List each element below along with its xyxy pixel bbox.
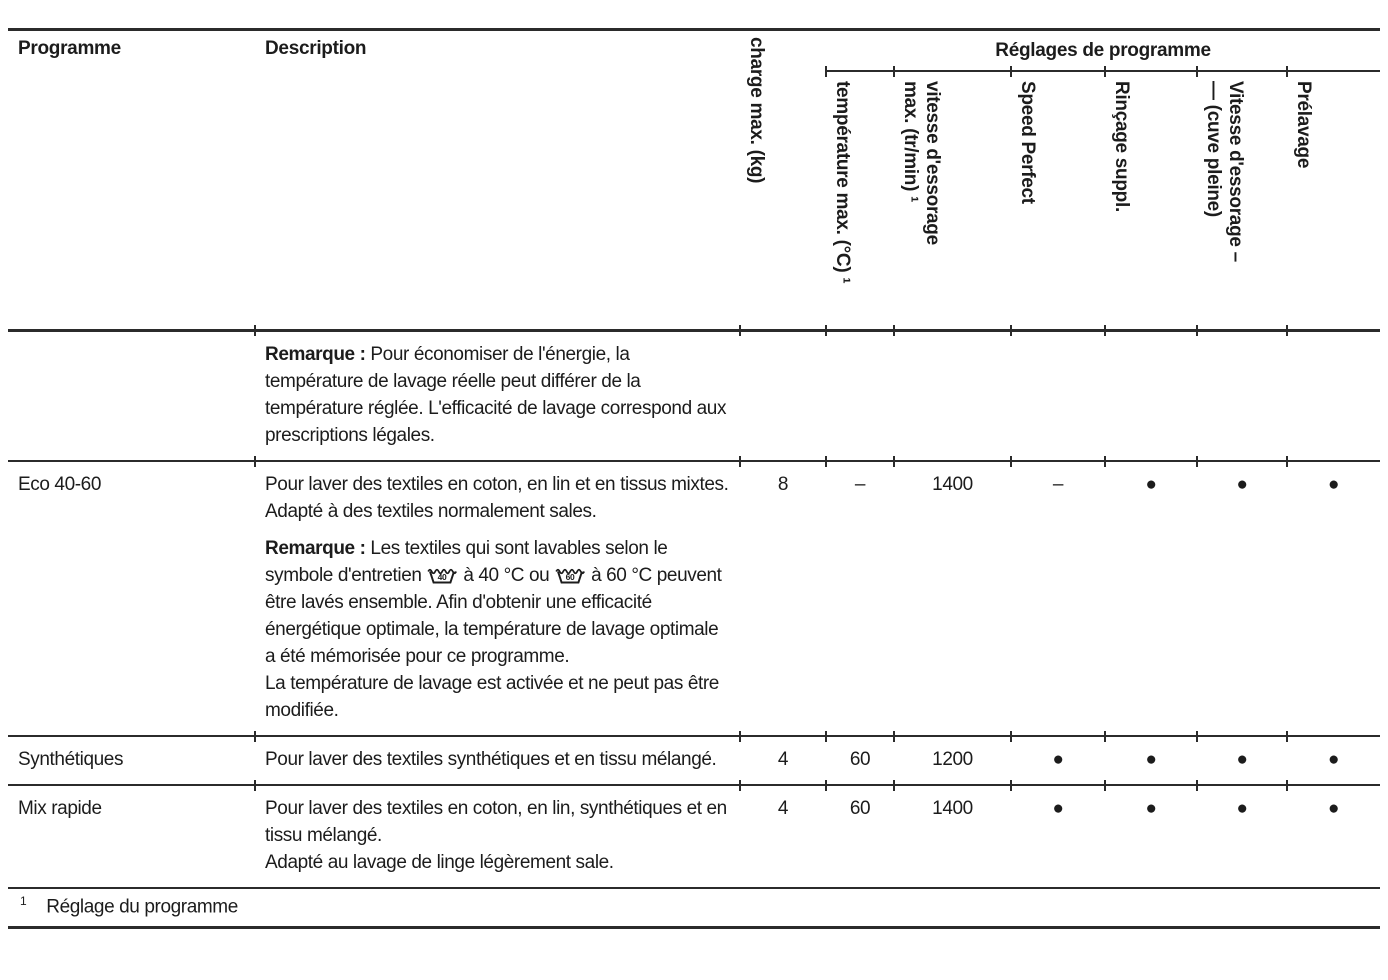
description-paragraph: Adapté à des textiles normalement sales.: [265, 501, 597, 522]
col-header-prelavage-label: Prélavage: [1293, 81, 1314, 169]
value-vitesse-essorage: [893, 323, 1011, 462]
table-header: Programme Description charge max. (kg) R…: [8, 29, 1381, 331]
value-charge-max: [739, 323, 826, 462]
remarque-label: Remarque :: [265, 538, 366, 559]
value-temperature-max: [825, 323, 894, 462]
value-cuve-pleine: ●: [1196, 455, 1287, 736]
value-prelavage: ●: [1285, 779, 1380, 888]
manual-page: Programme Description charge max. (kg) R…: [8, 28, 1381, 930]
value-speed-perfect: [1010, 323, 1105, 462]
col-header-description: Description: [265, 38, 367, 59]
remarque-text: Pour économiser de l'énergie, la tempéra…: [265, 344, 727, 446]
col-header-speed-perfect: Speed Perfect: [1010, 65, 1105, 331]
value-temperature-max: 60: [825, 779, 894, 888]
value-rincage-suppl: [1104, 323, 1197, 462]
col-header-vitesse-essorage: vitesse d'essorage max. (tr/min) ¹: [893, 65, 1011, 331]
table-row-mix-rapide: Mix rapide Pour laver des textiles en co…: [8, 779, 1381, 888]
value-vitesse-essorage: 1200: [893, 730, 1011, 785]
col-header-cuve-pleine-label: Vitesse d'essorage – — (cuve pleine): [1203, 81, 1246, 262]
col-header-rincage-suppl: Rinçage suppl.: [1104, 65, 1197, 331]
table-row-remarque: Remarque : Pour économiser de l'énergie,…: [8, 323, 1380, 462]
remarque-label: Remarque :: [265, 344, 366, 365]
col-header-cuve-pleine: Vitesse d'essorage – — (cuve pleine): [1196, 65, 1287, 331]
remarque-text-part: à 40 °C ou: [458, 565, 555, 586]
value-temperature-max: 60: [825, 730, 894, 785]
value-charge-max: 4: [739, 779, 826, 888]
remarque-text-part: à 60 °C peuvent être lavés ensemble. Afi…: [265, 565, 722, 667]
value-charge-max: 8: [739, 455, 826, 736]
description-paragraph: Remarque : Pour économiser de l'énergie,…: [265, 341, 730, 449]
value-cuve-pleine: ●: [1196, 730, 1287, 785]
description-paragraph: Remarque : Les textiles qui sont lavable…: [265, 535, 730, 670]
wash-60-care-symbol-icon: 60: [555, 568, 586, 584]
programme-cell: Eco 40-60: [18, 474, 102, 495]
program-settings-table: Programme Description charge max. (kg) R…: [8, 28, 1381, 930]
col-header-charge-max: charge max. (kg): [740, 30, 826, 331]
remarque-text-part: Les textiles qui sont lavables selon le …: [265, 538, 668, 586]
table-footer: 1 Réglage du programme: [8, 887, 1381, 928]
col-header-prelavage: Prélavage: [1285, 65, 1380, 331]
col-header-vitesse-essorage-label: vitesse d'essorage max. (tr/min) ¹: [900, 81, 943, 245]
value-vitesse-essorage: 1400: [893, 455, 1011, 736]
value-prelavage: ●: [1285, 455, 1380, 736]
description-paragraph: Pour laver des textiles synthétiques et …: [265, 749, 717, 770]
description-paragraph: Pour laver des textiles en coton, en lin…: [265, 798, 727, 846]
header-row-sub: température max. (°C) ¹ vitesse d'essora…: [8, 65, 1380, 331]
value-prelavage: [1285, 323, 1380, 462]
value-cuve-pleine: [1196, 323, 1287, 462]
value-rincage-suppl: ●: [1104, 455, 1197, 736]
value-rincage-suppl: ●: [1104, 730, 1197, 785]
table-row-eco-40-60: Eco 40-60 Pour laver des textiles en cot…: [8, 455, 1381, 736]
description-paragraph: La température de lavage est activée et …: [265, 673, 719, 721]
description-cell: Remarque : Pour économiser de l'énergie,…: [254, 323, 740, 462]
footnote-cell: 1 Réglage du programme: [8, 887, 1381, 928]
wash-symbol-temp-label: 40: [438, 572, 447, 582]
value-prelavage: ●: [1285, 730, 1380, 785]
col-header-speed-perfect-label: Speed Perfect: [1017, 81, 1038, 204]
wash-symbol-temp-label: 60: [566, 572, 575, 582]
value-cuve-pleine: ●: [1196, 779, 1287, 888]
col-group-header-reglages: Réglages de programme: [826, 29, 1381, 72]
description-cell: Pour laver des textiles synthétiques et …: [254, 730, 740, 785]
header-row-top: Programme Description charge max. (kg) R…: [8, 29, 1381, 183]
table-row-synthetiques: Synthétiques Pour laver des textiles syn…: [8, 730, 1381, 785]
value-charge-max: 4: [739, 730, 826, 785]
col-header-charge-max-label: charge max. (kg): [746, 37, 767, 184]
value-temperature-max: –: [825, 455, 894, 736]
col-header-rincage-suppl-label: Rinçage suppl.: [1111, 81, 1132, 212]
value-speed-perfect: –: [1010, 455, 1105, 736]
footnote-text: Réglage du programme: [46, 896, 238, 918]
col-header-temperature-max-label: température max. (°C) ¹: [832, 81, 853, 284]
value-speed-perfect: ●: [1010, 779, 1105, 888]
programme-cell: Synthétiques: [18, 749, 124, 770]
col-header-programme: Programme: [18, 38, 121, 59]
description-cell: Pour laver des textiles en coton, en lin…: [254, 779, 740, 888]
value-vitesse-essorage: 1400: [893, 779, 1011, 888]
table-body: Remarque : Pour économiser de l'énergie,…: [8, 323, 1381, 889]
footnote-marker: 1: [20, 894, 27, 908]
col-header-temperature-max: température max. (°C) ¹: [825, 65, 894, 331]
programme-cell: Mix rapide: [18, 798, 102, 819]
description-cell: Pour laver des textiles en coton, en lin…: [254, 455, 740, 736]
description-paragraph: Pour laver des textiles en coton, en lin…: [265, 474, 729, 495]
programme-cell: [8, 331, 255, 462]
value-rincage-suppl: ●: [1104, 779, 1197, 888]
value-speed-perfect: ●: [1010, 730, 1105, 785]
footnote-row: 1 Réglage du programme: [8, 887, 1381, 928]
description-paragraph: Adapté au lavage de linge légèrement sal…: [265, 852, 614, 873]
wash-40-care-symbol-icon: 40: [427, 568, 458, 584]
